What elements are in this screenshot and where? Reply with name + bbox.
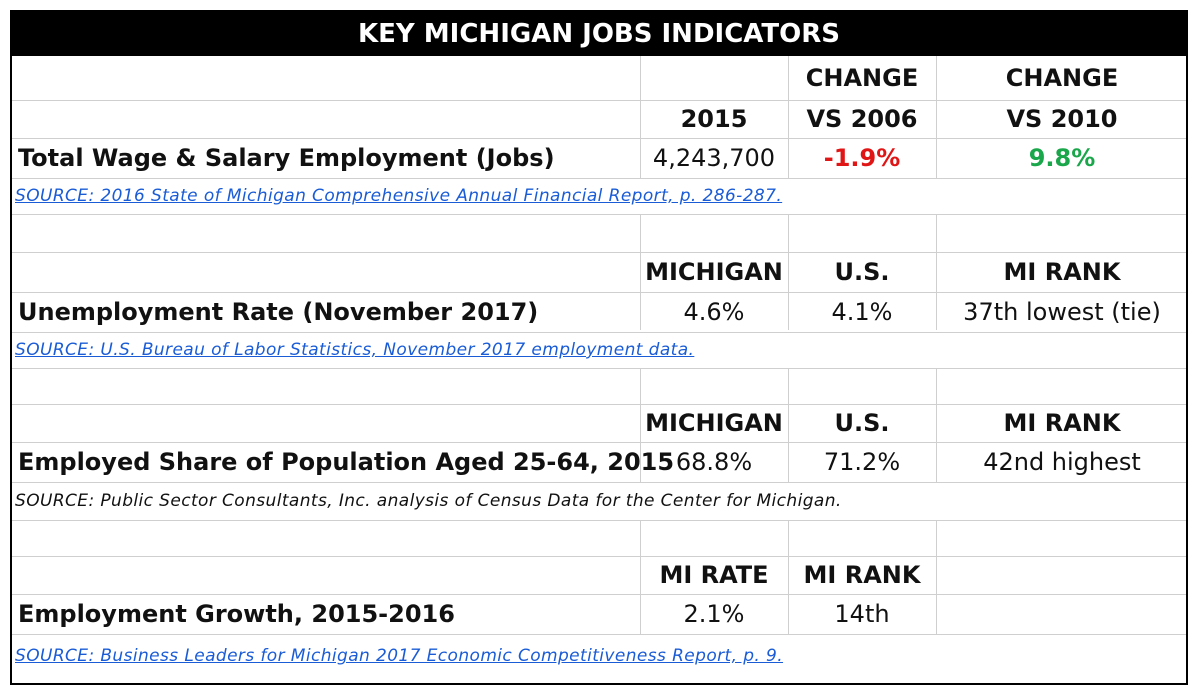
- source-link-bls[interactable]: SOURCE: U.S. Bureau of Labor Statistics,…: [15, 340, 695, 360]
- column-divider: [788, 214, 789, 330]
- table-title: KEY MICHIGAN JOBS INDICATORS: [12, 12, 1186, 56]
- grid-row: [12, 56, 1186, 101]
- source-link-blm[interactable]: SOURCE: Business Leaders for Michigan 20…: [15, 646, 784, 666]
- grid-row: [12, 178, 1186, 215]
- value-2015-jobs: 4,243,700: [652, 144, 776, 172]
- source-text-psc: SOURCE: Public Sector Consultants, Inc. …: [15, 491, 842, 511]
- column-divider: [640, 214, 641, 330]
- header-us: U.S.: [834, 258, 890, 286]
- column-divider: [936, 214, 937, 330]
- value-mi-rank-growth: 14th: [834, 600, 890, 628]
- header-mi-rank: MI RANK: [1003, 409, 1121, 437]
- value-us-unemployment: 4.1%: [831, 298, 893, 326]
- column-divider: [936, 56, 937, 178]
- column-divider: [788, 56, 789, 178]
- grid-row: [12, 482, 1186, 521]
- header-mi-rank: MI RANK: [1003, 258, 1121, 286]
- grid-row: [12, 100, 1186, 139]
- value-us-employed-share: 71.2%: [823, 448, 901, 476]
- value-michigan-employed-share: 68.8%: [675, 448, 753, 476]
- value-mi-rate-growth: 2.1%: [683, 600, 745, 628]
- source-link-state-report[interactable]: SOURCE: 2016 State of Michigan Comprehen…: [15, 186, 783, 206]
- value-michigan-unemployment: 4.6%: [683, 298, 745, 326]
- header-vs-2006: VS 2006: [806, 105, 918, 133]
- value-mi-rank-employed-share: 42nd highest: [983, 448, 1141, 476]
- row-label-employment-growth: Employment Growth, 2015-2016: [18, 600, 455, 628]
- grid-row: [12, 138, 1186, 179]
- row-label-total-employment: Total Wage & Salary Employment (Jobs): [18, 144, 555, 172]
- row-label-employed-share: Employed Share of Population Aged 25-64,…: [18, 448, 675, 476]
- header-change-label: CHANGE: [805, 64, 919, 92]
- grid-row: [12, 404, 1186, 443]
- row-label-unemployment-rate: Unemployment Rate (November 2017): [18, 298, 539, 326]
- column-divider: [788, 368, 789, 482]
- header-mi-rate: MI RATE: [659, 561, 769, 589]
- grid-row: [12, 442, 1186, 483]
- header-us: U.S.: [834, 409, 890, 437]
- grid-row: [12, 368, 1186, 405]
- header-vs-2010: VS 2010: [1006, 105, 1118, 133]
- grid-row: [12, 214, 1186, 253]
- column-divider: [640, 56, 641, 178]
- header-change-label: CHANGE: [1005, 64, 1119, 92]
- jobs-indicator-table: KEY MICHIGAN JOBS INDICATORS CHANGE CHAN…: [10, 10, 1188, 685]
- column-divider: [640, 520, 641, 634]
- column-divider: [936, 520, 937, 634]
- value-mi-rank-unemployment: 37th lowest (tie): [963, 298, 1161, 326]
- grid-row: [12, 594, 1186, 635]
- column-divider: [788, 520, 789, 634]
- column-divider: [936, 368, 937, 482]
- grid-row: [12, 520, 1186, 557]
- value-change-vs-2006: -1.9%: [823, 144, 901, 172]
- header-2015: 2015: [680, 105, 748, 133]
- header-mi-rank: MI RANK: [803, 561, 921, 589]
- header-michigan: MICHIGAN: [645, 409, 783, 437]
- grid-row: [12, 556, 1186, 595]
- grid-row: [12, 252, 1186, 293]
- value-change-vs-2010: 9.8%: [1028, 144, 1096, 172]
- header-michigan: MICHIGAN: [645, 258, 783, 286]
- grid-row: [12, 292, 1186, 333]
- column-divider: [640, 368, 641, 482]
- grid-row: [12, 332, 1186, 369]
